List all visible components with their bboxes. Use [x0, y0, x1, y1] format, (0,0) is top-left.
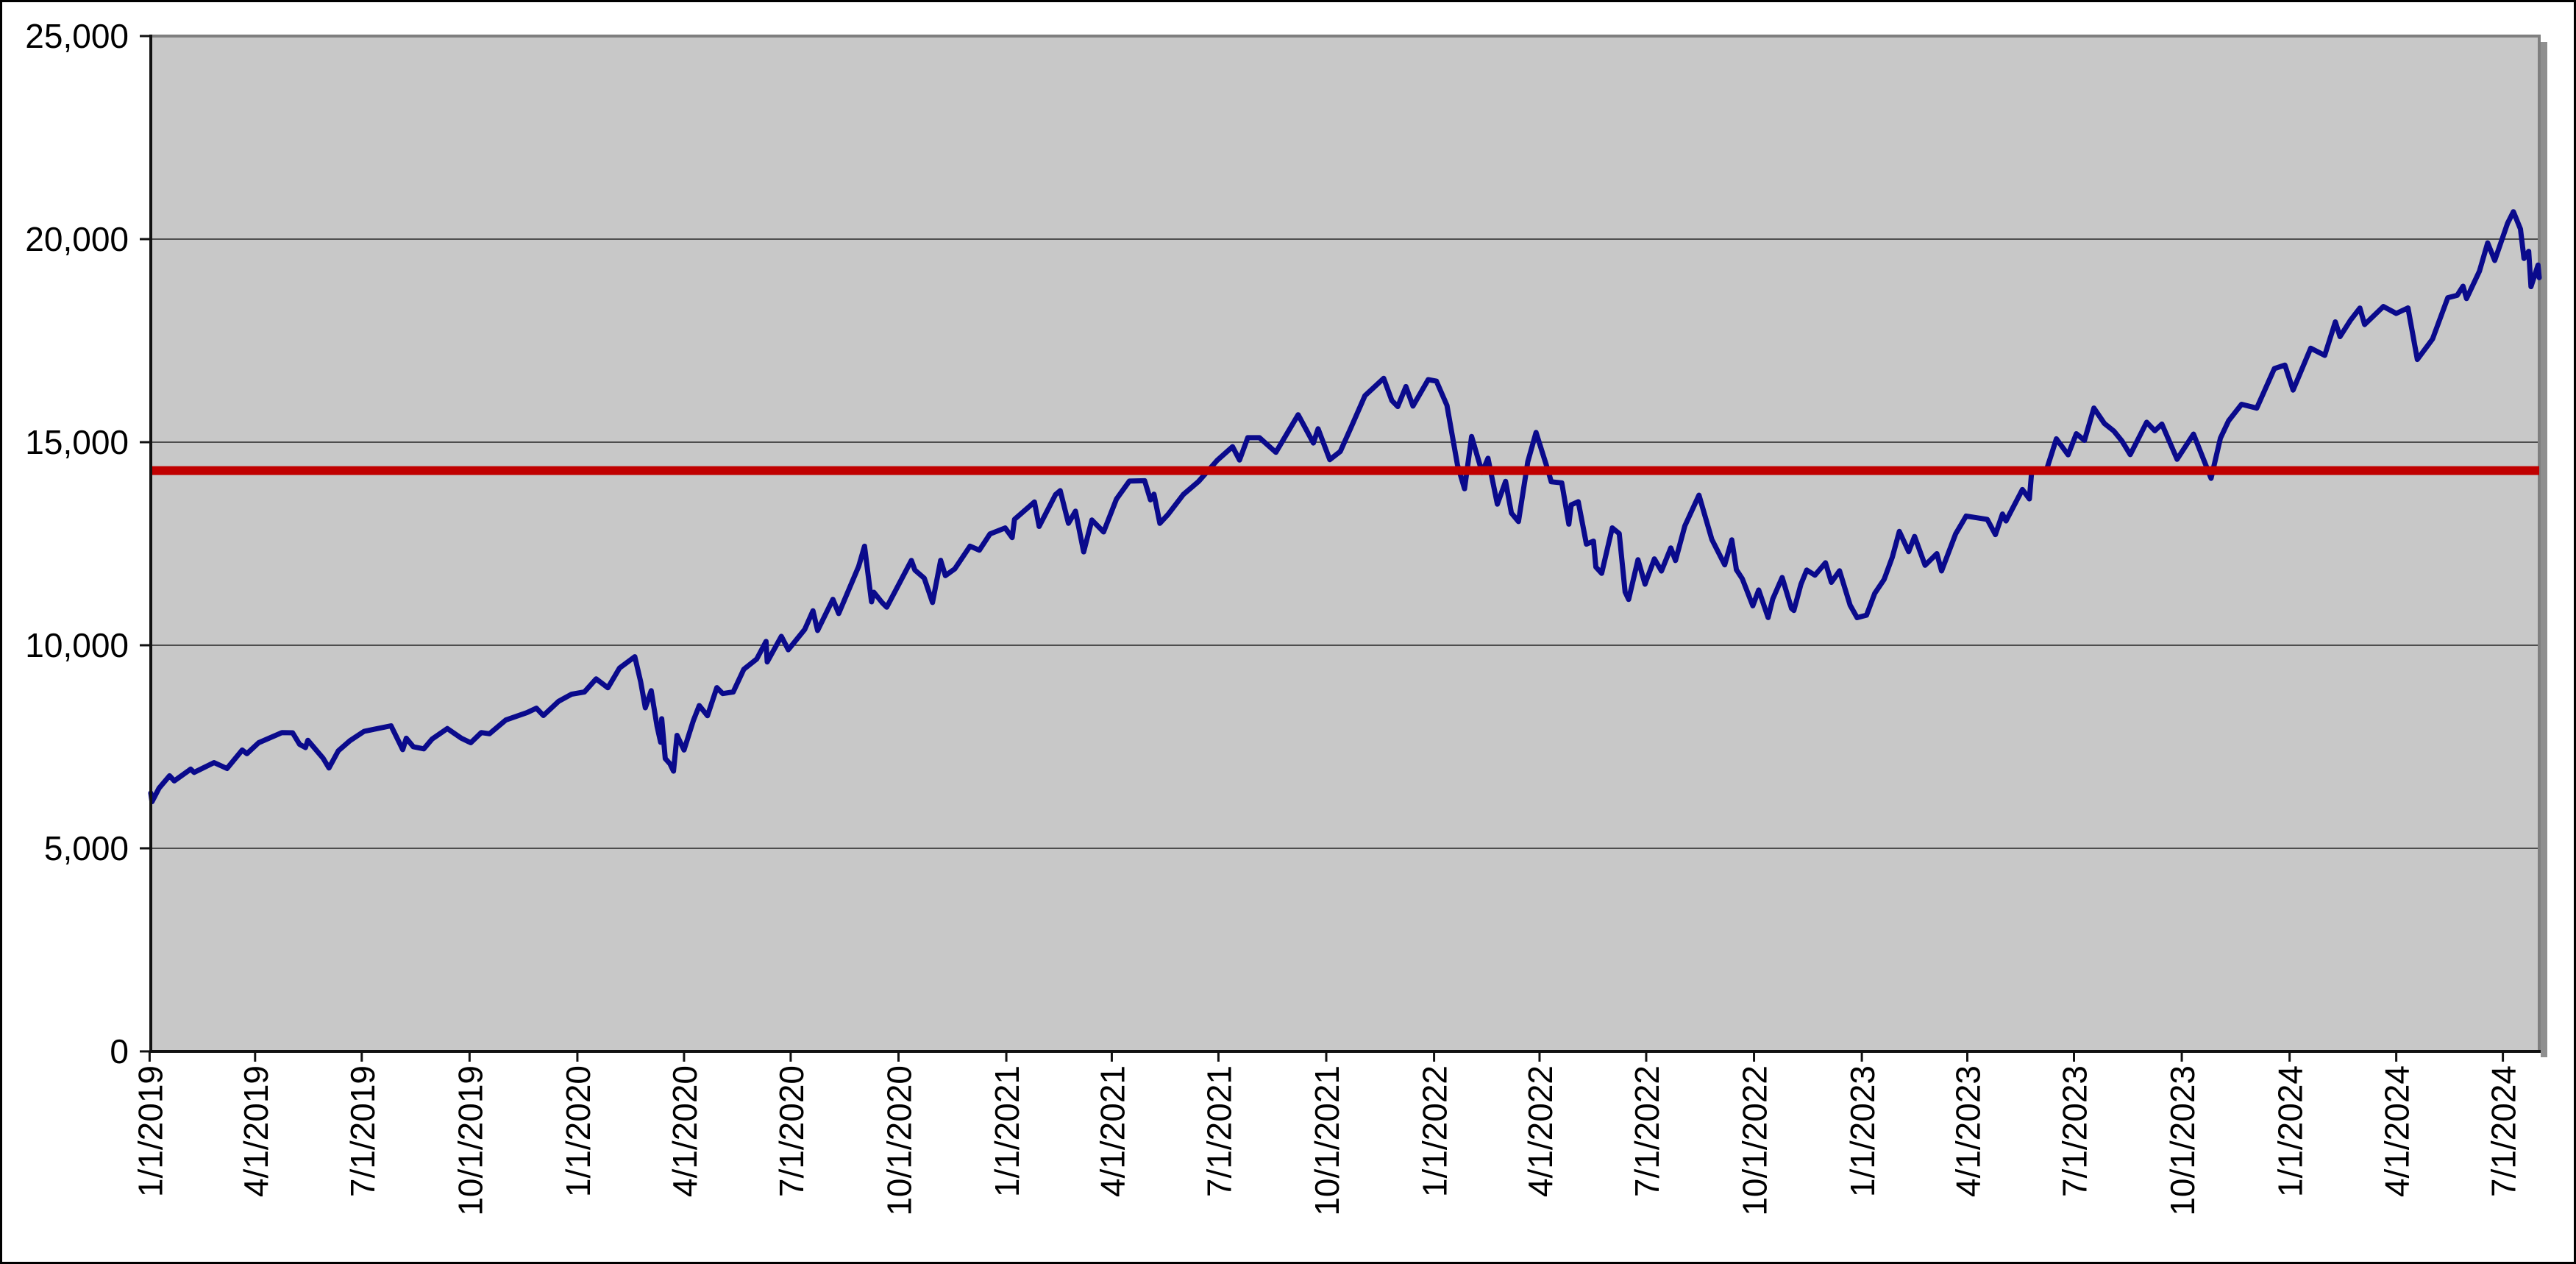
price-series-line: [148, 209, 2542, 805]
x-tick-label: 1/1/2023: [1843, 1065, 1882, 1197]
x-tick-label: 10/1/2019: [451, 1065, 489, 1216]
x-tick-label: 4/1/2021: [1093, 1065, 1131, 1197]
x-axis-tick-labels: 1/1/2019 4/1/2019 7/1/2019 10/1/2019 1/1/202…: [131, 1065, 2522, 1216]
x-tick-label: 10/1/2023: [2163, 1065, 2202, 1216]
x-tick-label: 7/1/2023: [2055, 1065, 2093, 1197]
x-tick-label: 10/1/2020: [880, 1065, 918, 1216]
x-tick-label: 7/1/2024: [2485, 1065, 2523, 1197]
x-tick-label: 7/1/2021: [1200, 1065, 1238, 1197]
plot-area-shadow: [2541, 42, 2547, 1057]
x-tick-label: 10/1/2021: [1308, 1065, 1346, 1216]
x-tick-label: 4/1/2024: [2378, 1065, 2416, 1197]
y-axis-tick-labels: 0 5,000 10,000 15,000 20,000 25,000: [25, 17, 129, 1071]
y-tick-label: 0: [110, 1032, 129, 1071]
x-axis-ticks: [148, 1051, 2505, 1062]
x-tick-label: 4/1/2022: [1521, 1065, 1559, 1197]
x-tick-label: 4/1/2023: [1949, 1065, 1988, 1197]
x-tick-label: 10/1/2022: [1736, 1065, 1774, 1216]
x-tick-label: 7/1/2019: [344, 1065, 382, 1197]
y-tick-label: 20,000: [25, 220, 129, 258]
x-tick-label: 1/1/2019: [131, 1065, 169, 1197]
x-tick-label: 4/1/2019: [237, 1065, 275, 1197]
x-tick-label: 1/1/2022: [1416, 1065, 1454, 1197]
x-tick-label: 1/1/2021: [988, 1065, 1026, 1197]
y-tick-label: 25,000: [25, 17, 129, 55]
x-tick-label: 7/1/2022: [1628, 1065, 1666, 1197]
x-tick-label: 1/1/2020: [559, 1065, 597, 1197]
plot-area-background: [151, 36, 2539, 1051]
y-tick-label: 10,000: [25, 626, 129, 664]
x-tick-label: 4/1/2020: [666, 1065, 704, 1197]
y-tick-label: 5,000: [44, 829, 129, 867]
x-tick-label: 1/1/2024: [2271, 1065, 2310, 1197]
y-axis-ticks: [140, 35, 151, 1053]
x-tick-label: 7/1/2020: [772, 1065, 811, 1197]
y-tick-label: 15,000: [25, 423, 129, 461]
